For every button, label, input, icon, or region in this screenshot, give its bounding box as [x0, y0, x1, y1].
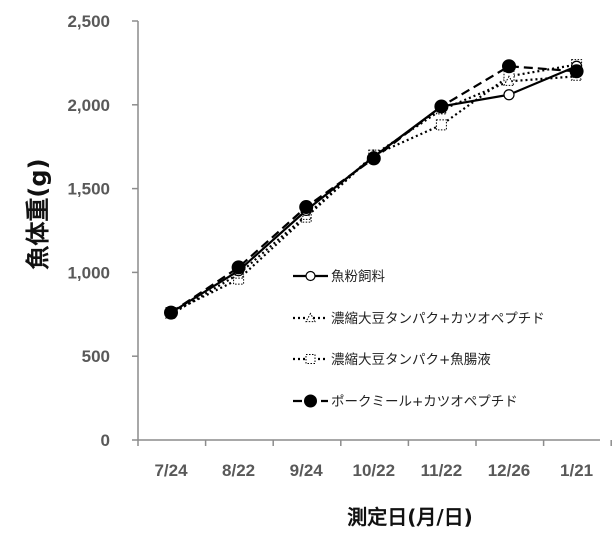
legend-item: 魚粉飼料: [293, 269, 385, 285]
x-axis-title: 測定日(月/日): [347, 505, 473, 529]
legend-label: 濃縮大豆タンパク+カツオペプチド: [331, 311, 545, 327]
data-point: [231, 260, 246, 275]
y-tick-label: 1,500: [67, 180, 110, 199]
legend-marker: [304, 394, 317, 408]
data-point: [164, 305, 178, 320]
x-ticks: 7/24 8/22 9/24 10/22 11/22 12/26 1/21: [137, 440, 612, 480]
data-point: [435, 119, 447, 131]
series-4: [164, 59, 584, 320]
legend-label: ポークミール+カツオペプチド: [331, 394, 518, 410]
x-tick-label: 1/21: [560, 461, 593, 480]
y-tick-label: 1,000: [67, 263, 110, 282]
axes: [137, 21, 600, 441]
y-ticks: 0 500 1,000 1,500 2,000 2,500: [67, 12, 138, 450]
legend-label: 魚粉飼料: [331, 269, 385, 285]
data-point: [233, 273, 245, 285]
legend-label: 濃縮大豆タンパク+魚腸液: [331, 352, 491, 368]
series-group: [164, 59, 584, 320]
data-point: [434, 99, 449, 114]
x-tick-label: 11/22: [421, 461, 463, 480]
x-tick-label: 12/26: [488, 461, 531, 480]
data-point: [502, 59, 516, 74]
legend: 魚粉飼料濃縮大豆タンパク+カツオペプチド濃縮大豆タンパク+魚腸液ポークミール+カ…: [293, 269, 545, 410]
x-tick-label: 7/24: [154, 461, 188, 480]
y-tick-label: 500: [82, 347, 110, 366]
data-point: [503, 75, 515, 86]
data-point: [569, 64, 584, 79]
y-tick-label: 2,000: [67, 96, 110, 115]
x-tick-label: 10/22: [353, 461, 396, 480]
legend-marker: [305, 354, 316, 364]
legend-marker: [305, 312, 316, 323]
data-point: [503, 89, 515, 101]
y-axis-title: 魚体重(g): [24, 158, 52, 269]
x-tick-label: 8/22: [222, 461, 255, 480]
legend-item: 濃縮大豆タンパク+魚腸液: [293, 352, 491, 368]
y-tick-label: 2,500: [67, 12, 110, 31]
y-tick-label: 0: [101, 431, 110, 450]
legend-item: 濃縮大豆タンパク+カツオペプチド: [293, 311, 545, 327]
legend-marker: [305, 270, 316, 282]
data-point: [299, 200, 314, 215]
x-tick-label: 9/24: [290, 461, 324, 480]
legend-item: ポークミール+カツオペプチド: [293, 394, 518, 410]
data-point: [366, 151, 381, 166]
